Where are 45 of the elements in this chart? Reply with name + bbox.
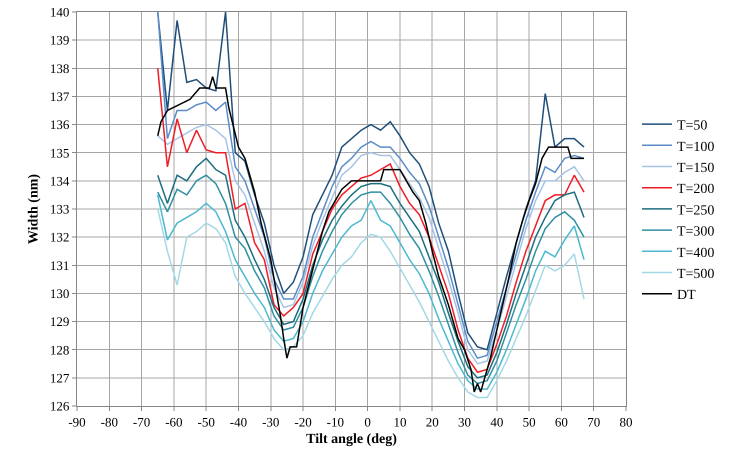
- legend-label: T=200: [676, 182, 714, 198]
- y-tick-label: 137: [50, 88, 70, 104]
- legend-label: T=150: [676, 160, 714, 176]
- x-tick-label: 50: [522, 414, 536, 430]
- x-tick-label: 60: [554, 414, 568, 430]
- y-tick-label: 129: [50, 314, 70, 330]
- x-tick-label: 10: [393, 414, 406, 430]
- x-tick-label: 0: [364, 414, 371, 430]
- y-tick-label: 130: [50, 286, 70, 301]
- x-tick-label: -80: [100, 414, 118, 430]
- y-tick-label: 136: [50, 117, 70, 132]
- x-tick-label: -50: [198, 414, 215, 430]
- x-tick-label: -20: [294, 414, 312, 430]
- legend-label: T=50: [676, 118, 708, 134]
- y-tick-label: 126: [50, 398, 70, 414]
- line-series: [156, 124, 585, 365]
- y-tick-label: 139: [50, 32, 70, 48]
- x-tick-label: 80: [620, 414, 632, 430]
- x-tick-label: -90: [68, 414, 86, 430]
- x-tick-label: -10: [326, 414, 344, 430]
- x-tick-label: -40: [230, 414, 248, 430]
- x-tick-label: -30: [262, 414, 280, 430]
- legend-label: T=100: [676, 140, 714, 155]
- y-tick-label: 127: [50, 370, 70, 386]
- x-tick-label: 40: [490, 414, 504, 430]
- legend-label: T=300: [676, 224, 714, 240]
- y-axis-title: Width (nm): [26, 174, 42, 244]
- y-tick-label: 134: [50, 173, 70, 188]
- legend-label: T=500: [676, 266, 714, 282]
- x-tick-label: 30: [458, 414, 472, 430]
- legend-label: T=250: [676, 203, 714, 218]
- x-tick-label: 20: [426, 414, 439, 430]
- x-tick-label: -70: [132, 414, 150, 430]
- y-tick-label: 135: [50, 145, 70, 160]
- y-tick-label: 128: [50, 342, 70, 358]
- y-tick-label: 133: [50, 202, 70, 217]
- x-tick-label: 70: [587, 414, 600, 430]
- x-tick-label: -60: [165, 414, 183, 430]
- x-axis-title: Tilt angle (deg): [306, 432, 398, 447]
- y-tick-label: 132: [50, 230, 70, 245]
- legend-label: DT: [676, 288, 696, 304]
- legend-label: T=400: [676, 246, 714, 261]
- y-tick-label: 140: [50, 4, 70, 20]
- y-tick-label: 131: [50, 258, 70, 273]
- y-tick-label: 138: [50, 60, 70, 76]
